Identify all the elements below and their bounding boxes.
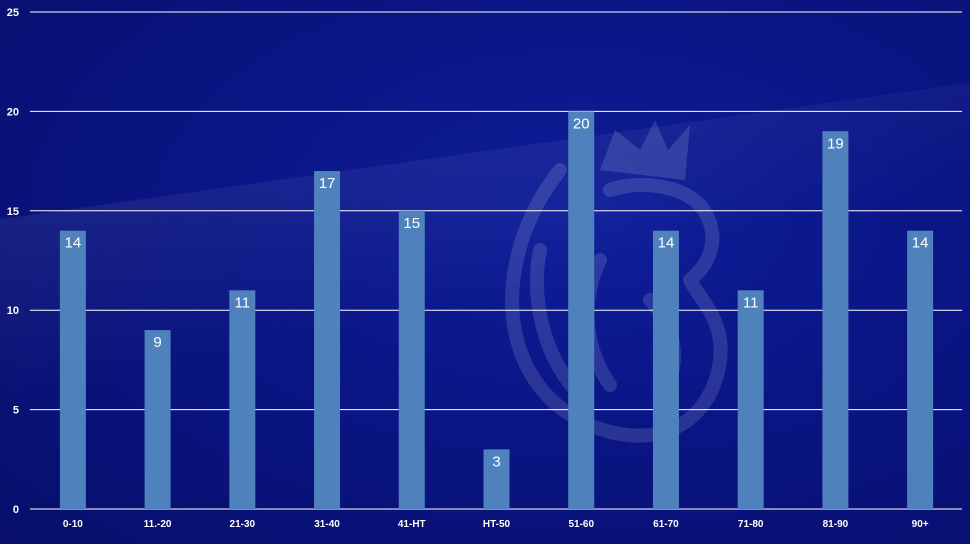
data-label: 17 bbox=[319, 175, 336, 192]
y-axis: 0 5 10 15 20 25 bbox=[7, 7, 19, 516]
bar bbox=[314, 171, 341, 510]
bar bbox=[483, 449, 510, 509]
bar bbox=[59, 230, 86, 509]
y-tick-label: 5 bbox=[13, 405, 19, 417]
y-tick-label: 20 bbox=[7, 106, 19, 118]
data-label: 19 bbox=[827, 135, 844, 152]
x-tick-label: 71-80 bbox=[738, 519, 764, 530]
x-tick-label: 90+ bbox=[912, 519, 929, 530]
data-label: 3 bbox=[492, 453, 500, 470]
bar bbox=[398, 210, 425, 510]
y-tick-label: 15 bbox=[7, 206, 19, 218]
data-label: 14 bbox=[912, 235, 929, 252]
bars: 14 9 11 17 15 3 20 14 11 19 14 bbox=[59, 111, 934, 510]
x-tick-label: 21-30 bbox=[230, 519, 256, 530]
bar bbox=[229, 290, 256, 509]
x-axis: 0-10 11.-20 21-30 31-40 41-HT HT-50 51-60 61-70… bbox=[63, 519, 929, 530]
bar bbox=[737, 290, 764, 509]
x-tick-label: 61-70 bbox=[653, 519, 679, 530]
y-tick-label: 0 bbox=[13, 504, 19, 516]
x-tick-label: 11.-20 bbox=[144, 519, 172, 530]
x-tick-label: 81-90 bbox=[823, 519, 849, 530]
data-label: 15 bbox=[403, 215, 420, 232]
x-tick-label: 51-60 bbox=[568, 519, 594, 530]
data-label: 11 bbox=[743, 294, 759, 311]
gridlines bbox=[30, 11, 962, 510]
bar bbox=[652, 230, 679, 509]
x-tick-label: HT-50 bbox=[483, 519, 511, 530]
data-label: 11 bbox=[235, 294, 251, 311]
bar bbox=[144, 330, 171, 509]
data-label: 9 bbox=[153, 334, 161, 351]
bar bbox=[907, 230, 934, 509]
bar bbox=[568, 111, 595, 510]
data-label: 20 bbox=[573, 115, 590, 132]
x-tick-label: 0-10 bbox=[63, 519, 83, 530]
x-tick-label: 41-HT bbox=[398, 519, 426, 530]
data-label: 14 bbox=[658, 235, 675, 252]
bar bbox=[822, 131, 849, 509]
x-tick-label: 31-40 bbox=[314, 519, 340, 530]
premier-league-lion-logo bbox=[505, 120, 728, 443]
y-tick-label: 10 bbox=[7, 305, 19, 317]
y-tick-label: 25 bbox=[7, 7, 19, 19]
data-label: 14 bbox=[65, 235, 82, 252]
